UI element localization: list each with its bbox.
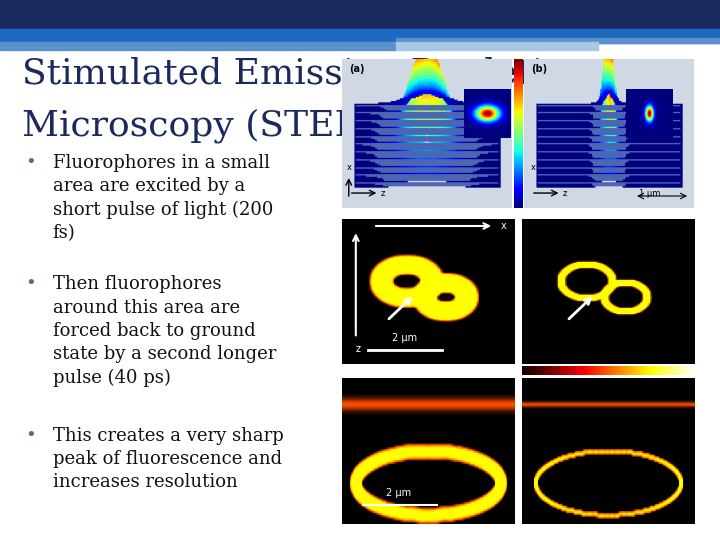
Text: 2 μm: 2 μm (387, 488, 412, 498)
Text: •: • (25, 275, 36, 293)
Text: (a): (a) (348, 64, 364, 74)
Text: (b): (b) (531, 64, 547, 74)
Text: Then fluorophores
around this area are
forced back to ground
state by a second l: Then fluorophores around this area are f… (53, 275, 276, 387)
Text: z: z (356, 344, 361, 354)
Text: x: x (501, 221, 507, 231)
Text: 2 μm: 2 μm (392, 333, 417, 343)
Text: z: z (563, 188, 567, 198)
Text: Stimulated Emission Depletion: Stimulated Emission Depletion (22, 57, 588, 91)
Text: •: • (25, 154, 36, 172)
Text: 1 μm: 1 μm (639, 189, 660, 198)
Text: x: x (531, 163, 536, 172)
Text: This creates a very sharp
peak of fluorescence and
increases resolution: This creates a very sharp peak of fluore… (53, 427, 283, 491)
Text: Microscopy (STED): Microscopy (STED) (22, 108, 377, 143)
Text: z: z (381, 188, 385, 198)
Text: x: x (347, 163, 352, 172)
Text: Fluorophores in a small
area are excited by a
short pulse of light (200
fs): Fluorophores in a small area are excited… (53, 154, 273, 242)
Text: •: • (25, 427, 36, 444)
